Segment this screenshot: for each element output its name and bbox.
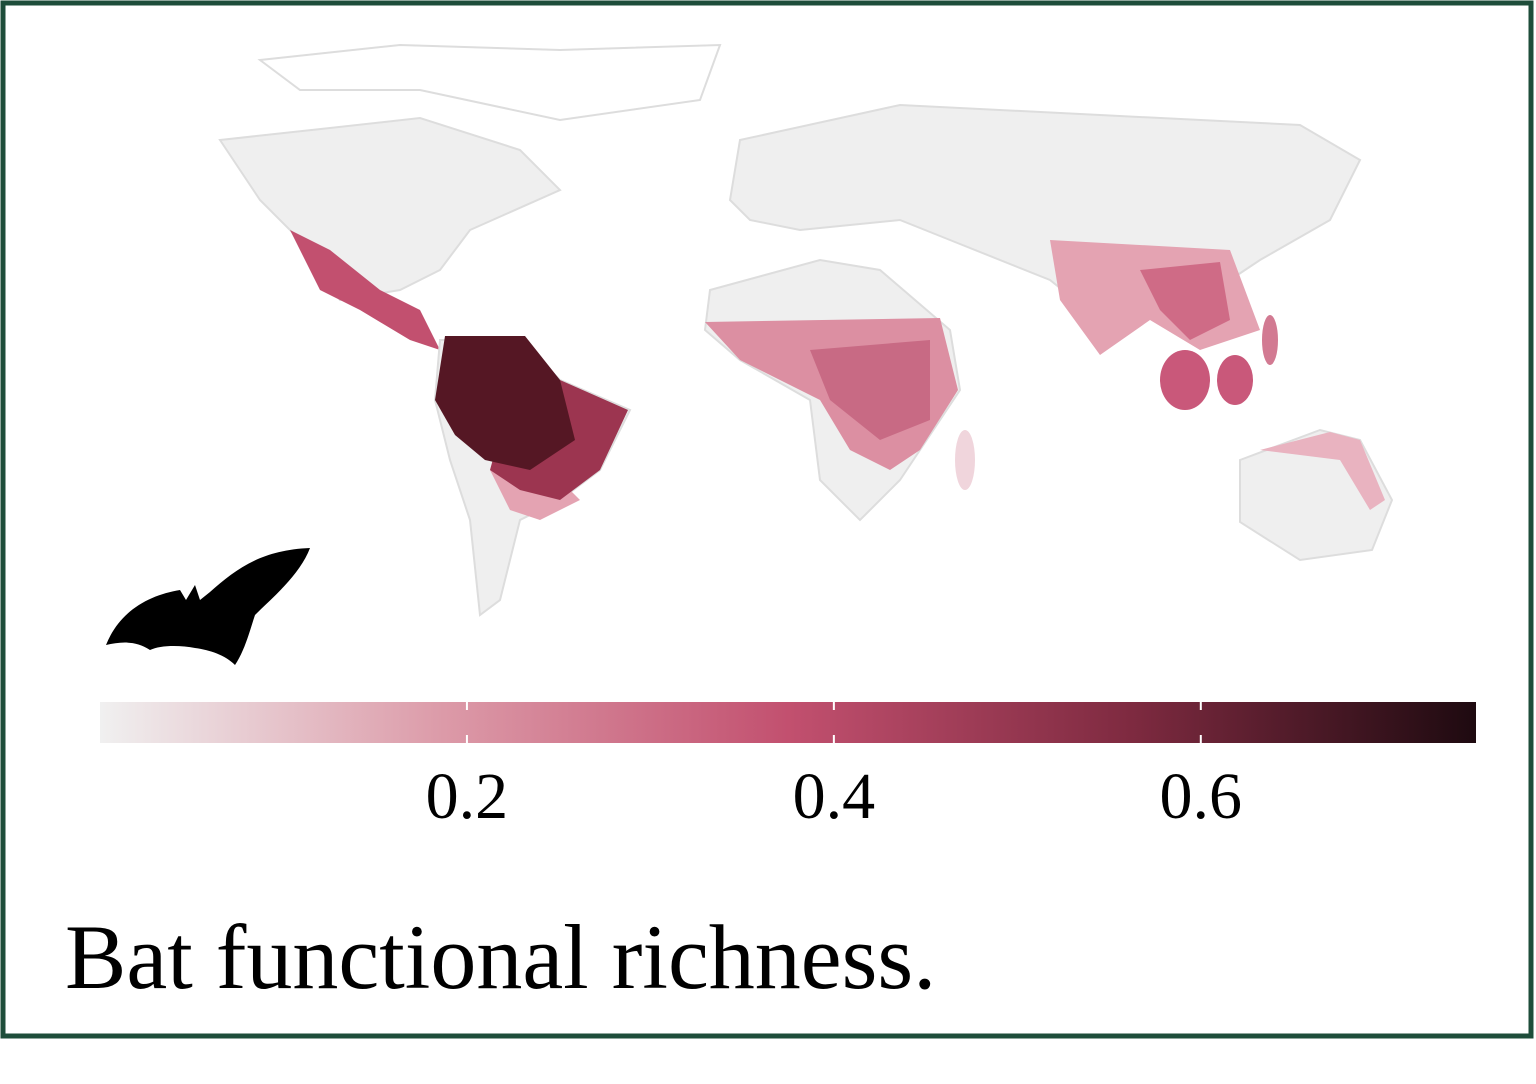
colorbar-ticks: 0.2 0.4 0.6 bbox=[426, 702, 1242, 833]
australia-north bbox=[1260, 432, 1385, 510]
bat-icon bbox=[106, 548, 310, 665]
central-america bbox=[290, 230, 440, 350]
indochina bbox=[1140, 262, 1230, 340]
madagascar bbox=[955, 430, 975, 490]
tick-label: 0.4 bbox=[793, 760, 876, 833]
arctic bbox=[257, 43, 722, 122]
tick-label: 0.6 bbox=[1160, 760, 1243, 833]
borneo bbox=[1217, 355, 1253, 405]
caption: Bat functional richness. bbox=[65, 906, 936, 1008]
colorbar bbox=[100, 702, 1476, 743]
world-map bbox=[218, 43, 1394, 617]
sumatra bbox=[1160, 350, 1210, 410]
amazon bbox=[435, 336, 575, 470]
central-africa bbox=[810, 340, 930, 440]
philippines bbox=[1262, 315, 1278, 365]
tick-label: 0.2 bbox=[426, 760, 509, 833]
